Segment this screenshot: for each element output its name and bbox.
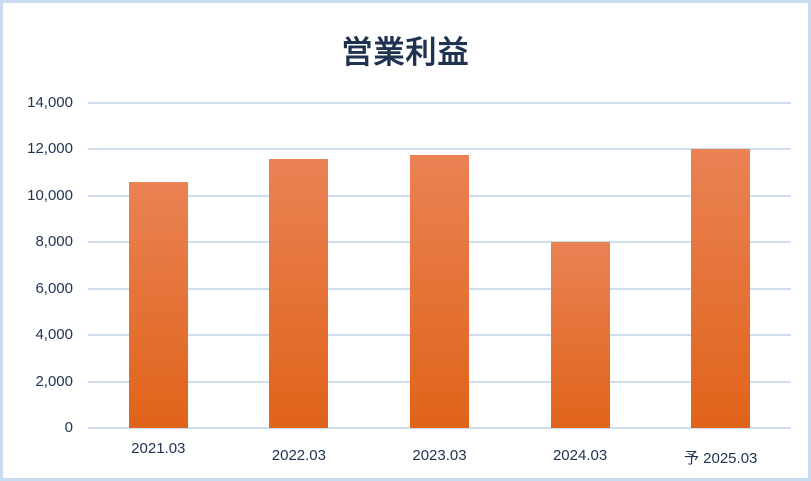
y-axis-tick-label: 6,000: [35, 279, 73, 297]
gridline: [88, 102, 791, 104]
bar-2022.03: [269, 158, 329, 428]
y-axis-tick-label: 2,000: [35, 372, 73, 390]
bar-2023.03: [410, 155, 469, 428]
bar-2021.03: [128, 181, 188, 428]
plot-area: [88, 102, 791, 429]
y-axis-tick-label: 0: [64, 419, 73, 436]
y-axis-tick-label: 8,000: [35, 233, 73, 251]
gridline: [88, 148, 791, 151]
x-axis-tick-label: 2024.03: [552, 447, 608, 464]
y-axis-tick-label: 4,000: [35, 326, 73, 344]
x-axis-tick-label: 予 2025.03: [683, 450, 758, 467]
bar-予 2025.03: [691, 149, 751, 428]
x-axis-tick-label: 2022.03: [271, 447, 326, 464]
gridline: [88, 427, 791, 429]
x-axis-tick-label: 2023.03: [412, 447, 467, 464]
y-axis-tick-label: 14,000: [27, 94, 73, 111]
y-axis-tick-label: 10,000: [27, 186, 73, 204]
bar-2024.03: [550, 242, 610, 428]
chart-title: 営業利益: [341, 35, 470, 70]
x-axis-tick-label: 2021.03: [131, 440, 186, 457]
y-axis-tick-label: 12,000: [27, 140, 73, 158]
